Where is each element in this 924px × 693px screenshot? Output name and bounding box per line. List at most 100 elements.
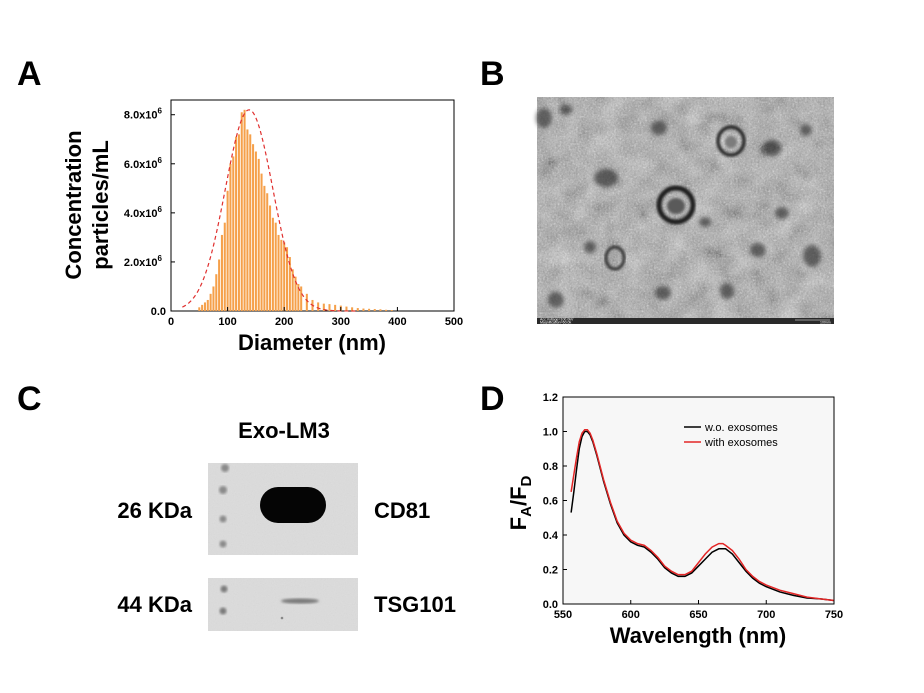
chart-a-bar	[385, 309, 388, 311]
chart-a-bar	[206, 299, 209, 311]
chart-a-bar	[291, 269, 294, 311]
legend-label-wo-exosomes: w.o. exosomes	[704, 422, 778, 434]
blot-label-tsg101: TSG101	[374, 592, 456, 617]
chart-a-y-tick-label: 6.0x106	[124, 156, 163, 171]
chart-a-bar	[263, 185, 266, 311]
chart-a-bar	[283, 242, 286, 311]
chart-a-bar	[266, 193, 269, 311]
chart-a-gaussian-fit	[182, 109, 358, 312]
chart-d-x-tick-label: 650	[689, 609, 707, 621]
chart-a-bar	[260, 173, 263, 311]
tem-info-bar	[537, 318, 834, 324]
chart-d-ticks: 550 600 650 700 750 0.0 0.2 0.4 0.6 0.8 1.0 1.2	[543, 392, 843, 621]
tem-micrograph: Acc.Voltage=100.0kV Magnification=60.0k …	[536, 97, 834, 325]
chart-a-bar	[351, 307, 354, 311]
chart-a-bar	[254, 151, 257, 311]
chart-a-bar	[252, 144, 255, 311]
chart-d-line-wo-exosomes	[570, 430, 835, 602]
blot-weight-tsg101: 44 KDa	[117, 592, 192, 617]
chart-a-bar	[212, 286, 215, 311]
chart-a-y-axis-title-line1: Concentration	[61, 130, 86, 279]
chart-a-bar	[297, 284, 300, 311]
chart-a-y-tick-label: 4.0x106	[124, 205, 163, 220]
chart-a-bar	[277, 234, 280, 311]
chart-d-y-tick-label: 0.8	[543, 461, 558, 473]
panel-a-letter: A	[17, 55, 42, 93]
chart-a-bar	[373, 309, 376, 311]
chart-a-bar	[280, 239, 283, 311]
chart-d-y-axis-title-main: F	[506, 517, 531, 530]
chart-a-y-tick-label: 8.0x106	[124, 107, 163, 122]
chart-a-y-axis-title-line2: particles/mL	[88, 140, 113, 270]
chart-d-y-tick-label: 1.2	[543, 392, 558, 404]
chart-d-y-tick-label: 0.4	[543, 530, 559, 542]
chart-d-x-axis-title: Wavelength (nm)	[610, 623, 786, 648]
chart-a-bars	[198, 109, 393, 312]
chart-d-x-tick-label: 750	[825, 609, 843, 621]
chart-a-bar	[201, 304, 204, 311]
chart-a-bar	[274, 222, 277, 311]
chart-a-bar	[286, 247, 289, 311]
chart-a-bar	[243, 109, 246, 311]
chart-a-bar	[249, 134, 252, 311]
chart-a-bar	[246, 129, 249, 311]
chart-d-y-tick-label: 0.0	[543, 599, 558, 611]
chart-a-x-axis-title: Diameter (nm)	[238, 330, 386, 355]
chart-a-bar	[345, 306, 348, 311]
chart-a-bar	[390, 310, 393, 311]
western-blot: Exo-LM3 26 KDa CD81 44 KDa TSG101	[117, 418, 456, 631]
panel-d-letter: D	[480, 380, 505, 418]
chart-a-bar	[232, 156, 235, 311]
chart-a-bar	[203, 302, 206, 311]
chart-a-bar	[317, 302, 320, 311]
chart-a-bar	[294, 276, 297, 311]
blot-band-cd81	[260, 487, 326, 523]
tem-dark-patches	[536, 105, 821, 308]
chart-a-bar	[269, 205, 272, 311]
panel-c-letter: C	[17, 380, 42, 418]
chart-a-bar	[271, 217, 274, 311]
tem-caption-voltage: Acc.Voltage=100.0kV	[540, 318, 574, 322]
chart-a-y-tick-label: 2.0x106	[124, 254, 163, 269]
chart-a-x-tick-label: 100	[218, 316, 236, 328]
blot-band-tsg101	[281, 598, 319, 604]
chart-a-bar	[328, 304, 331, 311]
chart-a-x-tick-label: 500	[445, 316, 463, 328]
chart-d-y-axis-title-sub-d: D	[518, 475, 535, 486]
chart-a-bar	[356, 308, 359, 311]
tem-caption-magnification: Magnification=60.0k	[540, 321, 571, 325]
chart-a-x-tick-label: 400	[388, 316, 406, 328]
chart-d-x-tick-label: 700	[757, 609, 775, 621]
blot-title: Exo-LM3	[238, 418, 330, 443]
chart-d-x-tick-label: 600	[622, 609, 640, 621]
chart-a-bar	[305, 293, 308, 311]
chart-a-x-tick-label: 300	[332, 316, 350, 328]
chart-d-fluorescence: 550 600 650 700 750 0.0 0.2 0.4 0.6 0.8 1.0 1.2 w.o…	[506, 392, 843, 648]
chart-d-y-tick-label: 0.2	[543, 565, 558, 577]
chart-d-legend: w.o. exosomes with exosomes	[684, 422, 778, 449]
chart-d-y-axis-title-slash: /F	[506, 486, 531, 506]
chart-a-y-tick-label: 0.0	[151, 306, 166, 318]
chart-a-bar	[198, 307, 201, 311]
chart-a-bar	[362, 308, 365, 311]
chart-a-bar	[220, 234, 223, 311]
chart-a-ticks: 0 100 200 300 400 500 0.0 2.0x106 4.0x106 6.0x106…	[124, 107, 463, 328]
chart-d-y-axis-title: FA/FD	[506, 475, 535, 530]
chart-a-frame	[170, 99, 455, 312]
chart-d-line-with-exosomes	[570, 429, 835, 602]
chart-a-x-tick-label: 0	[168, 316, 174, 328]
chart-a-bar	[218, 259, 221, 311]
blot-weight-cd81: 26 KDa	[117, 498, 192, 523]
chart-a-bar	[226, 190, 229, 311]
blot-label-cd81: CD81	[374, 498, 430, 523]
panel-b-letter: B	[480, 55, 505, 93]
chart-a-bar	[209, 293, 212, 311]
chart-a-bar	[223, 222, 226, 311]
chart-d-frame	[562, 396, 835, 605]
tem-scale-label: 100nm	[820, 321, 831, 325]
chart-d-y-tick-label: 0.6	[543, 496, 558, 508]
chart-a-bar	[257, 158, 260, 311]
chart-a-bar	[379, 309, 382, 311]
chart-a-bar	[215, 274, 218, 311]
